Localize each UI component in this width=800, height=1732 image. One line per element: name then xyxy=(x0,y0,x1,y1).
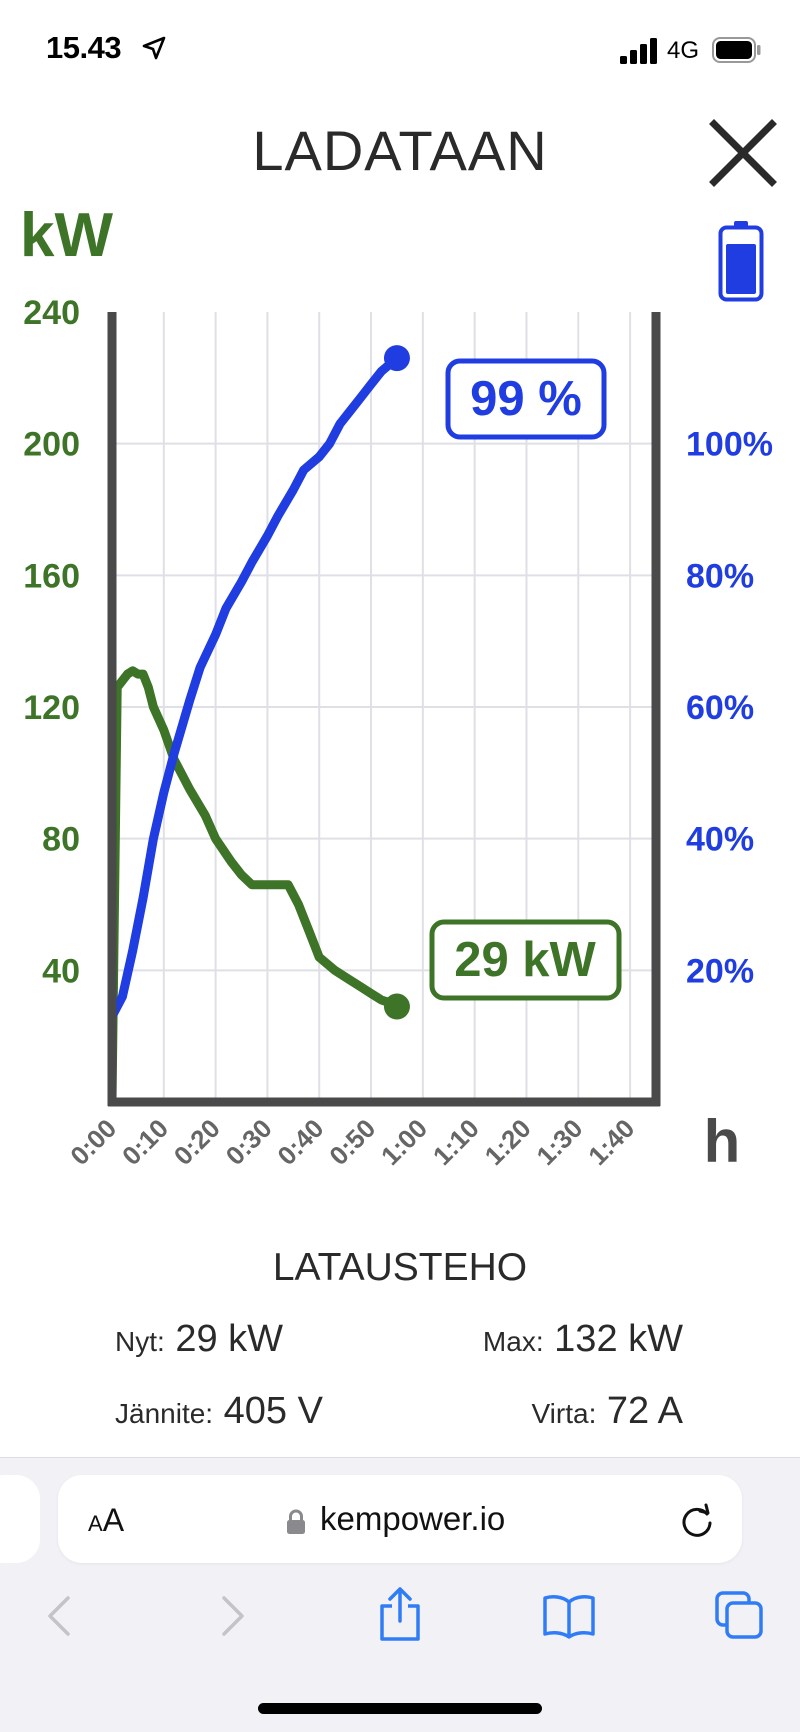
soc-axis-labels: 20% 40% 60% 80% 100% xyxy=(686,426,773,991)
power-unit-label: kW xyxy=(20,201,113,270)
status-time: 15.43 xyxy=(46,30,122,65)
x-tick-label: 1:10 xyxy=(427,1113,485,1171)
soc-series-line xyxy=(107,353,402,1021)
address-bar[interactable] xyxy=(58,1475,742,1563)
y-left-tick-label: 40 xyxy=(42,952,80,990)
y-right-tick-label: 40% xyxy=(686,821,754,859)
power-value-badge: 29 kW xyxy=(429,919,622,1001)
previous-tab-card[interactable] xyxy=(0,1475,40,1563)
voltage-value: 405 V xyxy=(223,1390,323,1432)
charging-power-title: LATAUSTEHO xyxy=(272,1246,528,1289)
lock-icon xyxy=(287,1509,305,1534)
current-label: Virta: xyxy=(531,1398,597,1429)
max-power-value: 132 kW xyxy=(554,1318,683,1360)
current-power-value: 29 kW xyxy=(175,1318,284,1360)
cellular-signal-icon xyxy=(620,38,657,64)
reload-icon[interactable] xyxy=(678,1502,716,1540)
time-unit-label: h xyxy=(704,1108,741,1175)
x-tick-label: 1:20 xyxy=(479,1113,537,1171)
y-left-tick-label: 160 xyxy=(23,557,80,595)
y-right-tick-label: 20% xyxy=(686,952,754,990)
page-title: LADATAAN xyxy=(252,119,548,182)
x-tick-label: 1:30 xyxy=(531,1113,589,1171)
power-series-end-point xyxy=(383,993,410,1020)
time-axis-labels: 0:000:100:200:300:400:501:001:101:201:30… xyxy=(64,1113,640,1171)
voltage-stat: Jännite: 405 V xyxy=(115,1390,323,1433)
x-tick-label: 0:20 xyxy=(168,1113,226,1171)
chevron-left-icon[interactable] xyxy=(36,1592,84,1640)
power-axis-labels: 40 80 120 160 200 240 xyxy=(23,294,80,990)
max-power-label: Max: xyxy=(482,1326,544,1357)
share-icon[interactable] xyxy=(376,1586,424,1642)
max-power-stat: Max: 132 kW xyxy=(483,1318,683,1361)
current-stat: Virta: 72 A xyxy=(532,1390,684,1433)
y-right-tick-label: 100% xyxy=(686,426,773,464)
y-left-tick-label: 120 xyxy=(23,689,80,727)
home-indicator[interactable] xyxy=(258,1703,542,1714)
location-arrow-icon xyxy=(142,36,166,60)
battery-status-icon xyxy=(712,37,761,63)
network-type: 4G xyxy=(667,37,700,64)
chart-series xyxy=(107,345,410,1107)
chart-grid xyxy=(112,312,656,1102)
current-power-label: Nyt: xyxy=(115,1326,165,1357)
y-left-tick-label: 80 xyxy=(42,821,80,859)
current-value: 72 A xyxy=(606,1390,683,1432)
battery-charge-icon xyxy=(718,221,764,302)
soc-value: 99 % xyxy=(470,372,582,426)
close-icon[interactable] xyxy=(708,118,778,188)
power-series-line xyxy=(107,666,402,1107)
y-left-tick-label: 240 xyxy=(23,294,80,332)
y-left-tick-label: 200 xyxy=(23,426,80,464)
y-right-tick-label: 60% xyxy=(686,689,754,727)
url-text[interactable]: kempower.io xyxy=(320,1500,506,1537)
soc-value-badge: 99 % xyxy=(445,358,607,440)
soc-series-end-point xyxy=(383,345,410,372)
x-tick-label: 1:00 xyxy=(375,1113,433,1171)
power-value: 29 kW xyxy=(454,933,596,987)
x-tick-label: 0:10 xyxy=(116,1113,174,1171)
x-tick-label: 0:30 xyxy=(220,1113,278,1171)
book-icon[interactable] xyxy=(542,1592,596,1640)
current-power-stat: Nyt: 29 kW xyxy=(115,1318,283,1361)
text-size-button[interactable]: AA xyxy=(88,1502,125,1538)
voltage-label: Jännite: xyxy=(115,1398,214,1429)
chevron-right-icon[interactable] xyxy=(208,1592,256,1640)
x-tick-label: 0:40 xyxy=(271,1113,329,1171)
x-tick-label: 0:50 xyxy=(323,1113,381,1171)
y-right-tick-label: 80% xyxy=(686,557,754,595)
x-tick-label: 0:00 xyxy=(64,1113,122,1171)
x-tick-label: 1:40 xyxy=(582,1113,640,1171)
tabs-icon[interactable] xyxy=(714,1590,764,1640)
